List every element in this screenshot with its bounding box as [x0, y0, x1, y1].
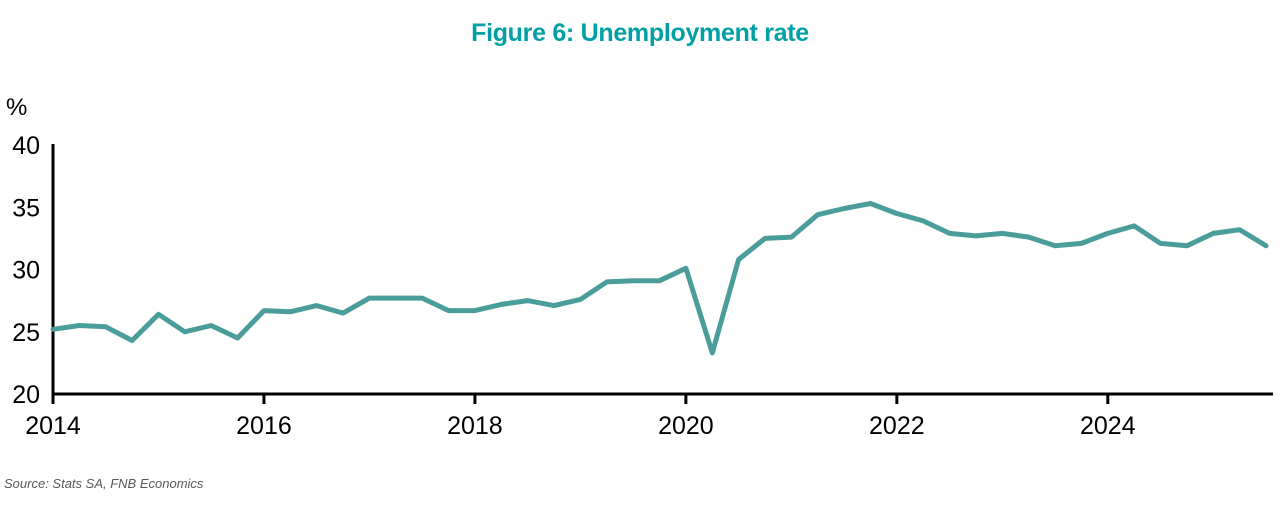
x-tick-label-2024: 2024	[1080, 412, 1136, 440]
source-note: Source: Stats SA, FNB Economics	[4, 476, 204, 491]
y-tick-label-35: 35	[12, 194, 40, 222]
x-tick-label-2020: 2020	[658, 412, 714, 440]
unemployment-rate-line	[50, 201, 1269, 356]
y-tick-label-25: 25	[12, 319, 40, 347]
y-tick-label-20: 20	[12, 381, 40, 409]
x-tick-label-2018: 2018	[447, 412, 503, 440]
x-tick-label-2014: 2014	[25, 412, 81, 440]
y-axis-unit-label: %	[6, 94, 28, 121]
y-tick-label-30: 30	[12, 257, 40, 285]
x-tick-label-2016: 2016	[236, 412, 292, 440]
y-tick-label-40: 40	[12, 132, 40, 160]
chart-title: Figure 6: Unemployment rate	[471, 19, 809, 47]
x-tick-label-2022: 2022	[869, 412, 925, 440]
